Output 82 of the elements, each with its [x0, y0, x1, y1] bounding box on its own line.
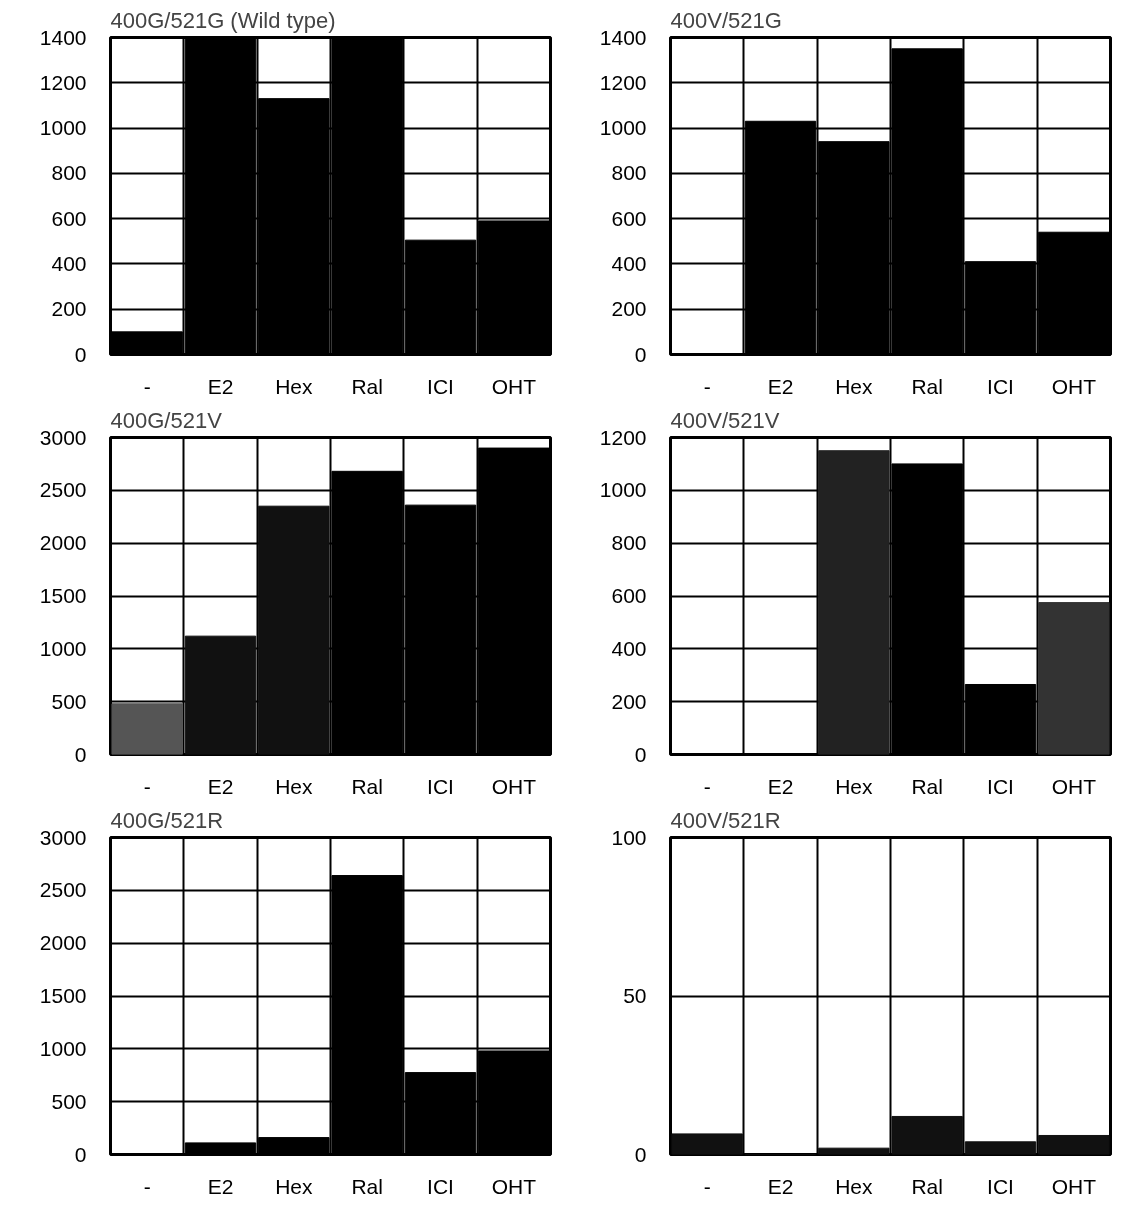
x-tick-label: OHT — [491, 774, 537, 798]
x-tick-label: OHT — [491, 374, 537, 398]
y-tick-label: 3000 — [39, 425, 87, 449]
x-tick-label: ICI — [987, 1174, 1014, 1198]
y-tick-label: 1000 — [599, 116, 647, 140]
x-tick-label: - — [143, 1174, 151, 1198]
x-tick-label: OHT — [1051, 1174, 1097, 1198]
y-tick-label: 1400 — [599, 25, 647, 49]
x-tick-label: Ral — [911, 1174, 943, 1198]
y-tick-label: 2000 — [39, 931, 87, 955]
y-tick-label: 200 — [611, 297, 647, 321]
x-tick-label: - — [143, 774, 151, 798]
x-tick-label: E2 — [767, 774, 794, 798]
y-tick-label: 100 — [611, 825, 647, 849]
y-tick-label: 0 — [74, 742, 87, 766]
x-tick-label: E2 — [207, 1174, 234, 1198]
x-tick-label: Hex — [275, 1174, 314, 1198]
x-tick-label: Hex — [275, 374, 314, 398]
x-tick-label: ICI — [987, 374, 1014, 398]
y-tick-label: 1400 — [39, 25, 87, 49]
y-tick-label: 800 — [611, 531, 647, 555]
y-tick-label: 500 — [51, 1089, 87, 1113]
y-tick-label: 200 — [611, 689, 647, 713]
y-tick-label: 1000 — [39, 636, 87, 660]
x-tick-label: Hex — [835, 1174, 874, 1198]
x-tick-label: Ral — [911, 774, 943, 798]
y-tick-label: 1000 — [39, 116, 87, 140]
y-tick-label: 400 — [51, 251, 87, 275]
chart-title: 400V/521V — [670, 407, 780, 433]
x-tick-label: Hex — [275, 774, 314, 798]
x-tick-label: OHT — [1051, 774, 1097, 798]
chart-title: 400G/521G (Wild type) — [110, 7, 336, 33]
y-tick-label: 0 — [634, 1142, 647, 1166]
y-tick-label: 400 — [611, 251, 647, 275]
y-tick-label: 200 — [51, 297, 87, 321]
y-tick-label: 1000 — [599, 478, 647, 502]
chart-title: 400G/521V — [110, 407, 223, 433]
x-tick-label: - — [143, 374, 151, 398]
x-tick-label: ICI — [427, 374, 454, 398]
y-tick-label: 50 — [623, 984, 647, 1007]
x-tick-label: ICI — [427, 1174, 454, 1198]
x-tick-label: E2 — [767, 374, 794, 398]
y-tick-label: 3000 — [39, 825, 87, 849]
x-tick-label: - — [703, 1174, 711, 1198]
y-tick-label: 1200 — [39, 70, 87, 94]
y-tick-label: 1200 — [599, 70, 647, 94]
y-tick-label: 1500 — [39, 584, 87, 607]
x-tick-label: Hex — [835, 374, 874, 398]
y-tick-label: 400 — [611, 636, 647, 660]
chart-title: 400V/521G — [670, 7, 782, 33]
y-tick-label: 600 — [611, 584, 647, 607]
y-tick-label: 500 — [51, 689, 87, 713]
chart-title: 400V/521R — [670, 807, 781, 833]
x-tick-label: Hex — [835, 774, 874, 798]
y-tick-label: 2500 — [39, 878, 87, 902]
x-tick-label: E2 — [207, 374, 234, 398]
x-tick-label: ICI — [987, 774, 1014, 798]
x-tick-label: Ral — [911, 374, 943, 398]
y-tick-label: 800 — [51, 161, 87, 185]
x-tick-label: E2 — [767, 1174, 794, 1198]
y-tick-label: 1500 — [39, 984, 87, 1007]
x-tick-label: ICI — [427, 774, 454, 798]
y-tick-label: 0 — [634, 342, 647, 366]
y-tick-label: 600 — [51, 206, 87, 230]
y-tick-label: 800 — [611, 161, 647, 185]
y-tick-label: 2500 — [39, 478, 87, 502]
y-tick-label: 2000 — [39, 531, 87, 555]
y-tick-label: 0 — [634, 742, 647, 766]
y-tick-label: 1000 — [39, 1036, 87, 1060]
y-tick-label: 600 — [611, 206, 647, 230]
y-tick-label: 0 — [74, 1142, 87, 1166]
chart-title: 400G/521R — [110, 807, 224, 833]
x-tick-label: OHT — [1051, 374, 1097, 398]
x-tick-label: Ral — [351, 374, 383, 398]
y-tick-label: 0 — [74, 342, 87, 366]
x-tick-label: - — [703, 374, 711, 398]
x-tick-label: Ral — [351, 774, 383, 798]
x-tick-label: Ral — [351, 1174, 383, 1198]
y-tick-label: 1200 — [599, 425, 647, 449]
x-tick-label: E2 — [207, 774, 234, 798]
x-tick-label: OHT — [491, 1174, 537, 1198]
x-tick-label: - — [703, 774, 711, 798]
